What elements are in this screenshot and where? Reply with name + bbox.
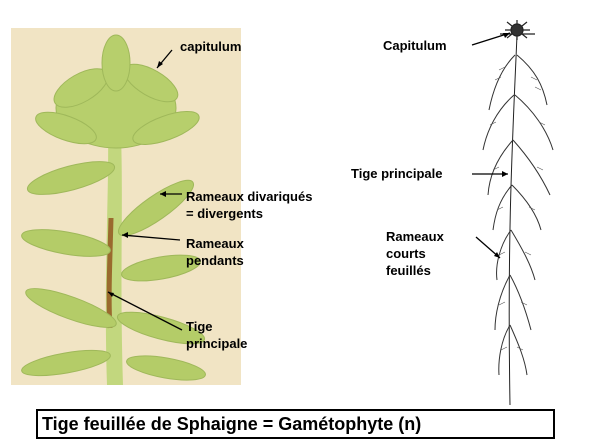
- label-drawing-tige-principale: Tige principale: [351, 166, 443, 181]
- label-drawing-rameaux: Rameaux courts feuillés: [386, 229, 444, 278]
- label-rameaux-pendants: Rameaux pendants: [186, 236, 244, 268]
- drawing-leaf-texture: [489, 66, 546, 351]
- label-photo-capitulum: capitulum: [180, 39, 242, 54]
- label-drawing-capitulum: Capitulum: [383, 38, 447, 53]
- label-photo-tige-principale: Tige principale: [186, 319, 248, 351]
- figure-caption: Tige feuillée de Sphaigne = Gamétophyte …: [36, 409, 555, 439]
- sphagnum-drawing: [482, 20, 554, 405]
- drawing-branches: [482, 54, 554, 376]
- capitulum-cluster: [35, 34, 200, 149]
- drawing-stem: [508, 34, 518, 405]
- drawing-capitulum: [500, 20, 535, 40]
- sphagnum-photo: [11, 28, 241, 385]
- label-rameaux-divariques: Rameaux divariqués = divergents: [186, 189, 313, 221]
